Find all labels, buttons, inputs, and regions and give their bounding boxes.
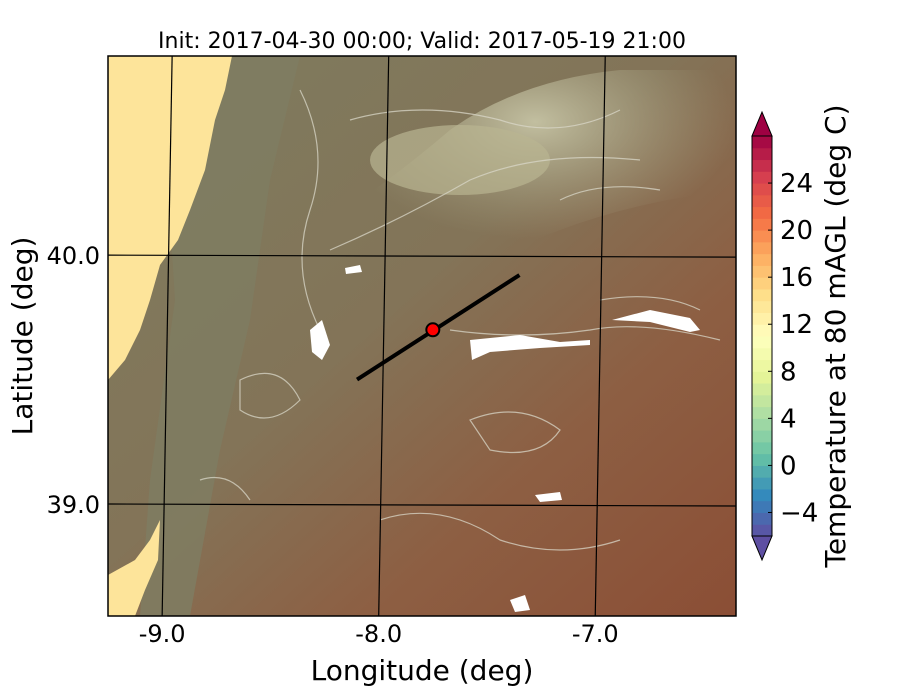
highlands-peak: [370, 125, 550, 195]
colorbar-ticks: −4 0 4 8 12 16 20 24: [768, 169, 818, 528]
colorbar-bin: [752, 512, 772, 525]
colorbar-bin: [752, 500, 772, 513]
colorbar-bin: [752, 265, 772, 278]
colorbar-bin: [752, 406, 772, 419]
grid-meridian-1: [378, 56, 390, 616]
colorbar-bin: [752, 277, 772, 290]
colorbar-bin: [752, 430, 772, 443]
colorbar-tick-label: −4: [780, 498, 818, 528]
x-axis-ticks: -9.0 -8.0 -7.0: [139, 620, 619, 648]
colorbar-bin: [752, 465, 772, 478]
colorbar-bin: [752, 253, 772, 266]
colorbar: [751, 110, 773, 562]
y-axis-ticks: 39.0 40.0: [47, 242, 100, 519]
colorbar-bin: [752, 383, 772, 396]
x-tick-label: -8.0: [355, 620, 402, 648]
reservoirs: [310, 265, 700, 612]
x-tick-label: -7.0: [572, 620, 619, 648]
x-axis-label: Longitude (deg): [311, 654, 534, 687]
colorbar-bin: [752, 147, 772, 161]
colorbar-tick-label: 0: [780, 451, 797, 481]
chart-title: Init: 2017-04-30 00:00; Valid: 2017-05-1…: [158, 29, 686, 54]
grid-parallel-1: [108, 254, 736, 258]
colorbar-tick-label: 8: [780, 357, 797, 387]
colorbar-tick-label: 12: [780, 310, 813, 340]
colorbar-bin: [752, 347, 772, 361]
lat-lon-grid: [108, 56, 736, 616]
colorbar-tick-label: 16: [780, 263, 813, 293]
colorbar-bin: [752, 241, 772, 255]
colorbar-bin: [752, 194, 772, 208]
highlands: [290, 70, 736, 330]
ocean-south: [108, 520, 160, 616]
colorbar-frame: [751, 135, 773, 537]
y-axis-label: Latitude (deg): [6, 237, 39, 436]
colorbar-bin: [752, 453, 772, 466]
colorbar-tick-label: 20: [780, 216, 813, 246]
contour-lines: [199, 89, 721, 551]
colorbar-extend-min: [751, 535, 773, 562]
y-tick-label: 39.0: [47, 491, 100, 519]
colorbar-bin: [752, 359, 772, 372]
grid-parallel-0: [108, 503, 736, 507]
colorbar-tick-label: 4: [780, 404, 797, 434]
colorbar-extend-max: [751, 110, 773, 137]
colorbar-bin: [752, 488, 772, 502]
grid-meridian-2: [594, 56, 606, 616]
plot-frame: [107, 55, 737, 617]
grid-meridian-0: [161, 56, 173, 616]
colorbar-bin: [752, 300, 772, 313]
colorbar-bin: [752, 336, 772, 349]
colorbar-bin: [752, 312, 772, 325]
location-marker: [425, 322, 441, 338]
colorbar-bin: [752, 183, 772, 196]
colorbar-bin: [752, 524, 772, 537]
colorbar-bin: [752, 136, 772, 149]
colorbar-bin: [752, 288, 772, 302]
y-tick-label: 40.0: [47, 242, 100, 270]
x-tick-label: -9.0: [139, 620, 186, 648]
map-panel: [108, 56, 736, 616]
colorbar-label: Temperature at 80 mAGL (deg C): [819, 104, 852, 568]
colorbar-bin: [752, 324, 772, 337]
colorbar-bin: [752, 371, 772, 384]
colorbar-bin: [752, 477, 772, 490]
colorbar-bin: [752, 218, 772, 231]
colorbar-tick-label: 24: [780, 169, 813, 199]
colorbar-bin: [752, 418, 772, 431]
ocean: [108, 56, 232, 380]
colorbar-bin: [752, 394, 772, 408]
colorbar-bin: [752, 159, 772, 172]
colorbar-bin: [752, 230, 772, 243]
colorbar-bin: [752, 171, 772, 184]
colorbar-bin: [752, 441, 772, 455]
colorbar-bin: [752, 206, 772, 219]
